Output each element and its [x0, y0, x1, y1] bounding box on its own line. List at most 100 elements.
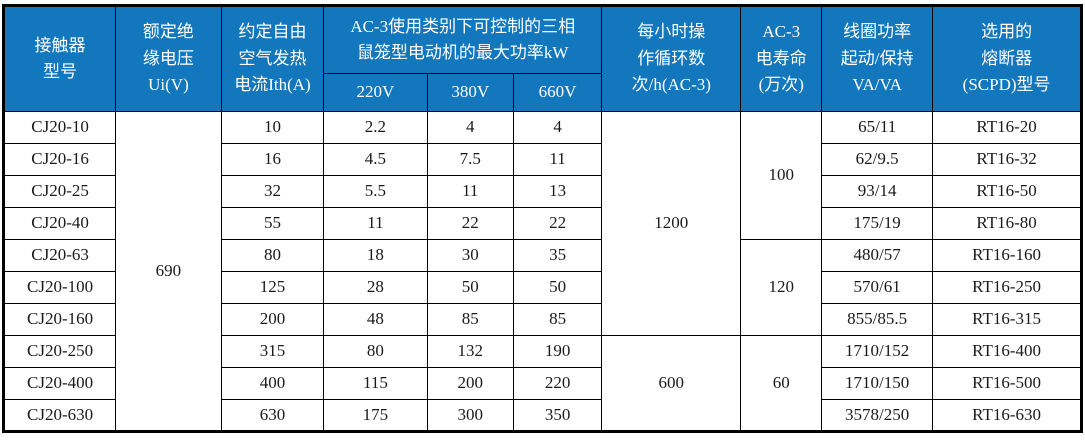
life-merged-cell: 100: [740, 111, 823, 240]
v380-cell: 85: [426, 303, 514, 336]
ith-cell: 125: [220, 271, 325, 304]
header-cycles: 每小时操 作循环数 次/h(AC-3): [601, 5, 742, 112]
table-row: CJ20-10 690 10 2.2 4 4 1200 100 65/11 RT16-20: [2, 111, 1082, 432]
v380-cell: 300: [426, 399, 514, 432]
coil-cell: 3578/250: [821, 399, 934, 432]
life-merged-cell: 120: [740, 239, 823, 336]
ith-cell: 16: [220, 143, 325, 176]
coil-cell: 62/9.5: [821, 143, 934, 176]
fuse-cell: RT16-250: [932, 271, 1082, 304]
ith-cell: 10: [220, 111, 325, 144]
v220-cell: 18: [323, 239, 428, 272]
table-row: CJ20-25 32 5.5 11 13 93/14 RT16-50: [2, 175, 1082, 208]
v660-cell: 85: [512, 303, 603, 336]
header-power-group: AC-3使用类别下可控制的三相 鼠笼型电动机的最大功率kW: [323, 5, 603, 74]
model-cell: CJ20-25: [2, 175, 117, 208]
v660-cell: 350: [512, 399, 603, 432]
fuse-cell: RT16-80: [932, 207, 1082, 240]
table-row: CJ20-16 16 4.5 7.5 11 62/9.5 RT16-32: [2, 143, 1082, 176]
table-body: CJ20-10 690 10 2.2 4 4 1200 100 65/11 RT16-20 CJ20…: [2, 111, 1082, 432]
fuse-cell: RT16-160: [932, 239, 1082, 272]
fuse-cell: RT16-500: [932, 367, 1082, 400]
coil-cell: 480/57: [821, 239, 934, 272]
fuse-cell: RT16-32: [932, 143, 1082, 176]
header-life: AC-3 电寿命 (万次): [740, 5, 823, 112]
fuse-cell: RT16-20: [932, 111, 1082, 144]
ith-cell: 55: [220, 207, 325, 240]
table-row: CJ20-160 200 48 85 85 855/85.5 RT16-315: [2, 303, 1082, 336]
model-cell: CJ20-630: [2, 399, 117, 432]
coil-cell: 175/19: [821, 207, 934, 240]
model-cell: CJ20-100: [2, 271, 117, 304]
header-row-2: 220V 380V 660V: [4, 73, 1082, 112]
fuse-cell: RT16-400: [932, 335, 1082, 368]
v380-cell: 7.5: [426, 143, 514, 176]
model-cell: CJ20-16: [2, 143, 117, 176]
v660-cell: 190: [512, 335, 603, 368]
table-row: CJ20-630 630 175 300 350 3578/250 RT16-630: [2, 399, 1082, 432]
v380-cell: 11: [426, 175, 514, 208]
cycles-merged-cell: 1200: [601, 111, 742, 336]
fuse-cell: RT16-315: [932, 303, 1082, 336]
ith-cell: 32: [220, 175, 325, 208]
coil-cell: 1710/152: [821, 335, 934, 368]
header-ith: 约定自由 空气发热 电流Ith(A): [220, 5, 325, 112]
header-ui: 额定绝 缘电压 Ui(V): [115, 5, 222, 112]
coil-cell: 570/61: [821, 271, 934, 304]
table-row: CJ20-40 55 11 22 22 175/19 RT16-80: [2, 207, 1082, 240]
v380-cell: 132: [426, 335, 514, 368]
v660-cell: 35: [512, 239, 603, 272]
life-merged-cell: 60: [740, 335, 823, 432]
v660-cell: 220: [512, 367, 603, 400]
ith-cell: 400: [220, 367, 325, 400]
ith-cell: 200: [220, 303, 325, 336]
coil-cell: 1710/150: [821, 367, 934, 400]
v660-cell: 4: [512, 111, 603, 144]
ith-cell: 80: [220, 239, 325, 272]
table-row: CJ20-63 80 18 30 35 120 480/57 RT16-160: [2, 239, 1082, 336]
table-row: CJ20-400 400 115 200 220 1710/150 RT16-500: [2, 367, 1082, 400]
model-cell: CJ20-10: [2, 111, 117, 144]
v220-cell: 28: [323, 271, 428, 304]
v660-cell: 22: [512, 207, 603, 240]
model-cell: CJ20-400: [2, 367, 117, 400]
v220-cell: 80: [323, 335, 428, 368]
model-cell: CJ20-40: [2, 207, 117, 240]
table-row: CJ20-250 315 80 132 190 600 60 1710/152 RT16-400: [2, 335, 1082, 432]
v380-cell: 4: [426, 111, 514, 144]
model-cell: CJ20-63: [2, 239, 117, 272]
header-fuse: 选用的 熔断器 (SCPD)型号: [932, 5, 1082, 112]
v220-cell: 4.5: [323, 143, 428, 176]
table-header: 接触器 型号 额定绝 缘电压 Ui(V) 约定自由 空气发热 电流Ith(A) …: [2, 5, 1082, 112]
spec-table: 接触器 型号 额定绝 缘电压 Ui(V) 约定自由 空气发热 电流Ith(A) …: [2, 4, 1083, 433]
v380-cell: 200: [426, 367, 514, 400]
v380-cell: 50: [426, 271, 514, 304]
v220-cell: 11: [323, 207, 428, 240]
ui-merged-cell: 690: [115, 111, 222, 432]
cycles-merged-cell: 600: [601, 335, 742, 432]
coil-cell: 65/11: [821, 111, 934, 144]
model-cell: CJ20-160: [2, 303, 117, 336]
header-model: 接触器 型号: [2, 5, 117, 112]
v660-cell: 11: [512, 143, 603, 176]
coil-cell: 93/14: [821, 175, 934, 208]
header-660v: 660V: [512, 73, 603, 112]
header-coil: 线圈功率 起动/保持 VA/VA: [821, 5, 934, 112]
ith-cell: 630: [220, 399, 325, 432]
fuse-cell: RT16-630: [932, 399, 1082, 432]
v380-cell: 22: [426, 207, 514, 240]
header-row-1: 接触器 型号 额定绝 缘电压 Ui(V) 约定自由 空气发热 电流Ith(A) …: [2, 5, 1082, 112]
v220-cell: 48: [323, 303, 428, 336]
header-220v: 220V: [323, 73, 428, 112]
coil-cell: 855/85.5: [821, 303, 934, 336]
table-row: CJ20-100 125 28 50 50 570/61 RT16-250: [2, 271, 1082, 304]
v660-cell: 13: [512, 175, 603, 208]
v380-cell: 30: [426, 239, 514, 272]
header-380v: 380V: [426, 73, 514, 112]
v660-cell: 50: [512, 271, 603, 304]
ith-cell: 315: [220, 335, 325, 368]
v220-cell: 2.2: [323, 111, 428, 144]
model-cell: CJ20-250: [2, 335, 117, 368]
v220-cell: 115: [323, 367, 428, 400]
